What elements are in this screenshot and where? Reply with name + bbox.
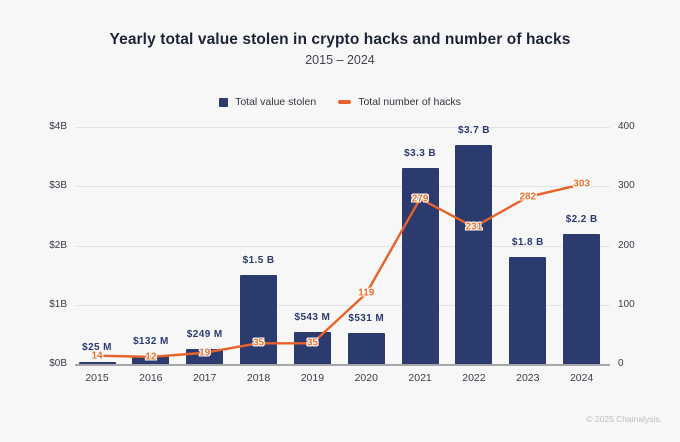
bar-value-label: $531 M [348, 312, 385, 324]
hacks-count-label: 119 [358, 287, 375, 299]
y-axis-right-tick: 300 [618, 180, 635, 192]
hacks-count-label: 282 [519, 191, 537, 203]
bar-2024 [563, 233, 601, 364]
bar-2016 [132, 356, 170, 364]
hacks-count-label: 303 [573, 178, 590, 190]
bar-2022 [455, 144, 493, 364]
legend: Total value stolen Total number of hacks [0, 96, 680, 108]
y-axis-right-tick: 100 [618, 298, 635, 310]
y-axis-right-tick: 0 [618, 358, 624, 369]
y-axis-left-tick: $4B [49, 121, 67, 132]
x-axis-tick: 2023 [516, 372, 540, 384]
bar-swatch-icon [219, 97, 229, 107]
gridline [75, 304, 610, 306]
y-axis-left-tick: $0B [49, 358, 67, 369]
x-axis-tick: 2022 [462, 372, 486, 384]
x-axis-tick: 2019 [300, 372, 325, 384]
hacks-count-label: 12 [145, 351, 157, 363]
plot-area: $4B 400 $3B 300 $2B 200 $1B 100 $0B 0 $25 M 2015 $13… [49, 121, 634, 384]
chart-subtitle: 2015 – 2024 [305, 53, 375, 67]
hacks-count-label: 19 [199, 347, 211, 359]
x-axis-tick: 2018 [246, 372, 271, 384]
legend-item-number-of-hacks: Total number of hacks [338, 96, 461, 108]
bar-value-label: $543 M [294, 311, 331, 323]
y-axis-left-tick: $3B [49, 180, 67, 192]
bar-2019 [293, 331, 331, 364]
hacks-count-label: 279 [411, 193, 429, 205]
bar-value-label: $249 M [186, 329, 223, 341]
hacks-count-label: 35 [252, 337, 265, 349]
bar-2023 [509, 257, 547, 364]
bar-value-label: $1.5 B [242, 255, 275, 267]
bar-value-label: $2.2 B [565, 213, 598, 225]
bar-value-label: $3.3 B [404, 148, 437, 160]
bar-value-label: $25 M [82, 342, 112, 353]
y-axis-left-tick: $2B [49, 239, 67, 251]
legend-label-number-of-hacks: Total number of hacks [358, 96, 461, 108]
y-axis-right-tick: 400 [618, 121, 635, 132]
bar-2018 [240, 275, 278, 364]
legend-label-value-stolen: Total value stolen [235, 96, 317, 108]
bar-value-label: $1.8 B [511, 237, 544, 249]
attribution: © 2025 Chainalysis. [586, 414, 662, 424]
bar-value-label: $3.7 B [458, 124, 490, 136]
x-axis-tick: 2020 [354, 372, 378, 384]
x-axis-tick: 2016 [139, 372, 163, 384]
gridline [75, 186, 610, 188]
x-axis-tick: 2015 [85, 372, 109, 384]
bar-value-label: $132 M [132, 336, 169, 348]
y-axis-right-tick: 200 [618, 239, 635, 251]
x-axis-baseline [75, 364, 610, 366]
gridline [75, 127, 610, 128]
bar-2015 [78, 362, 116, 364]
hacks-line [95, 183, 583, 359]
line-swatch-icon [338, 100, 352, 104]
hacks-count-label: 231 [465, 221, 483, 233]
hacks-count-label: 35 [306, 337, 318, 349]
x-axis-tick: 2017 [193, 372, 217, 384]
y-axis-left-tick: $1B [49, 298, 67, 310]
gridline [75, 245, 610, 247]
chart-title: Yearly total value stolen in crypto hack… [109, 31, 571, 48]
x-axis-tick: 2021 [408, 372, 432, 384]
x-axis-tick: 2024 [569, 372, 594, 384]
hacks-count-label: 14 [91, 350, 103, 362]
bar-2020 [347, 332, 385, 364]
legend-item-value-stolen: Total value stolen [219, 96, 316, 108]
